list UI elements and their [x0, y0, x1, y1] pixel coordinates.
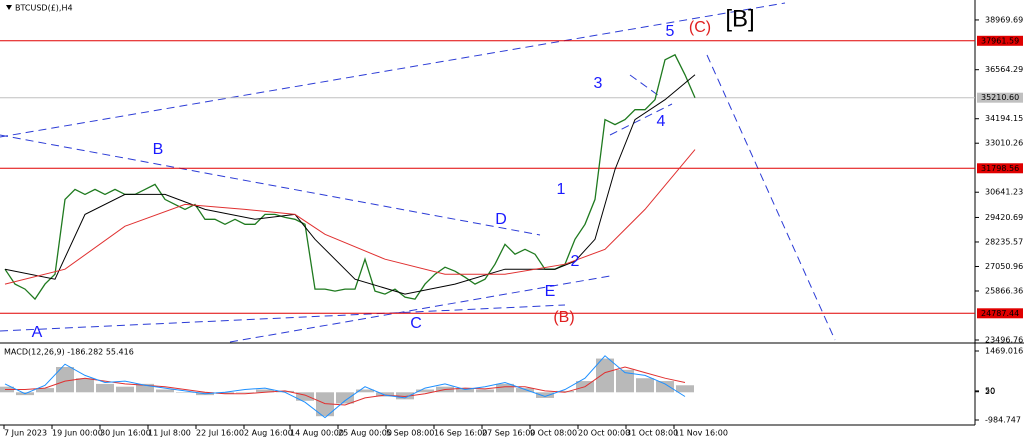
histogram-bar [656, 381, 674, 393]
x-tick-label: 5 Sep 08:00 [386, 429, 434, 438]
wave-label: 3 [594, 75, 603, 92]
wave-label: A [32, 324, 43, 341]
projection-line [706, 54, 836, 341]
histogram-bar [96, 383, 114, 393]
y-tick-label: 38969.69 [985, 15, 1023, 24]
y-tick-label: 33010.26 [985, 139, 1023, 148]
series-line [4, 74, 696, 295]
histogram-bar [476, 389, 494, 393]
wave-label: B [153, 141, 164, 158]
histogram-bar [36, 388, 54, 393]
histogram-bar [336, 392, 354, 404]
x-tick-label: 11 Jul 8:00 [148, 429, 191, 438]
histogram-bar [616, 369, 634, 393]
wave-label: 4 [657, 113, 666, 130]
x-tick-label: 2 Aug 16:00 [244, 429, 293, 438]
histogram-bar [516, 388, 534, 393]
price-tag [977, 35, 1023, 46]
histogram-bar [356, 389, 374, 393]
x-tick-label: 19 Jun 00:00 [52, 429, 103, 438]
y-tick-label: 25866.36 [985, 286, 1023, 295]
price-tag [977, 92, 1023, 103]
x-tick-label: 25 Aug 00:00 [338, 429, 392, 438]
histogram-bar [416, 389, 434, 393]
histogram-bar [456, 388, 474, 393]
wave-label: [B] [725, 5, 754, 32]
x-tick-label: 9 Oct 08:00 [530, 429, 577, 438]
histogram-bar [596, 358, 614, 393]
series-line [4, 355, 686, 419]
histogram-bar [536, 392, 554, 398]
price-tag [977, 308, 1023, 319]
wave-label: E [545, 283, 556, 300]
histogram-bar [156, 389, 174, 393]
x-tick-label: 31 Oct 08:00 [626, 429, 678, 438]
price-tag-label: 37961.59 [981, 36, 1019, 45]
x-tick-label: 22 Jul 16:00 [196, 429, 244, 438]
wave-label: 1 [557, 181, 566, 198]
histogram-bar [396, 392, 414, 400]
histogram-bar [556, 390, 574, 393]
y-tick-label: 23496.76 [985, 335, 1023, 344]
histogram-bar [136, 383, 154, 393]
histogram-bar [176, 392, 194, 393]
upper-trendline [0, 2, 786, 138]
y-tick-label: 29420.69 [985, 213, 1023, 222]
wave-label: (C) [689, 19, 711, 36]
y-tick-label: 30641.23 [985, 188, 1023, 197]
series-line [4, 149, 696, 285]
histogram-bar [376, 392, 394, 397]
x-tick-label: 16 Sep 16:00 [434, 429, 487, 438]
histogram-bar [116, 386, 134, 393]
histogram-bar [296, 392, 314, 401]
y-tick-label: 50 [985, 386, 995, 395]
wave-label: (B) [553, 309, 574, 326]
series-line [4, 53, 696, 301]
price-tag-label: 35210.60 [981, 93, 1019, 102]
chart-title: BTCUSD(£),H4 [15, 4, 73, 13]
histogram-bar [236, 392, 254, 393]
y-tick-label: 36564.29 [985, 65, 1023, 74]
wedge-line [609, 103, 673, 136]
y-tick-label: -984.747 [985, 416, 1021, 425]
b-d-trendline [0, 134, 541, 236]
price-tag-label: 24787.44 [981, 309, 1019, 318]
histogram-bar [256, 389, 274, 393]
histogram-bar [76, 378, 94, 393]
y-tick-label: 34194.15 [985, 114, 1023, 123]
trendlines [0, 2, 836, 343]
histogram-bar [496, 383, 514, 393]
histogram-bar [636, 378, 654, 393]
symbol-marker [6, 5, 12, 10]
y-tick-label: 1469.016 [985, 347, 1023, 356]
x-tick-label: 27 Sep 16:00 [482, 429, 535, 438]
y-tick-label: 27050.96 [985, 262, 1023, 271]
histogram-bar [56, 367, 74, 393]
histogram-bar [276, 390, 294, 393]
macd-title: MACD(12,26,9) -186.282 55.416 [4, 348, 134, 357]
wave-label: 2 [571, 253, 580, 270]
price-tag-label: 31798.56 [981, 164, 1019, 173]
price-tag [977, 163, 1023, 174]
histogram-bar [216, 392, 234, 394]
wave-label: 5 [666, 23, 675, 40]
x-tick-label: 11 Nov 16:00 [674, 429, 728, 438]
wave-label: C [410, 315, 422, 332]
a-e-trendline [0, 304, 566, 332]
y-tick-label: 28235.57 [985, 237, 1023, 246]
x-tick-label: 7 Jun 2023 [4, 429, 47, 438]
histogram-bar [316, 392, 334, 417]
y-tick-label: 20 [985, 387, 995, 396]
x-tick-label: 20 Oct 00:00 [578, 429, 630, 438]
wave-label: D [495, 211, 507, 228]
histogram-bar [676, 385, 694, 393]
x-tick-label: 30 Jun 16:00 [100, 429, 151, 438]
x-tick-label: 14 Aug 00:00 [290, 429, 344, 438]
series-line [5, 366, 686, 406]
